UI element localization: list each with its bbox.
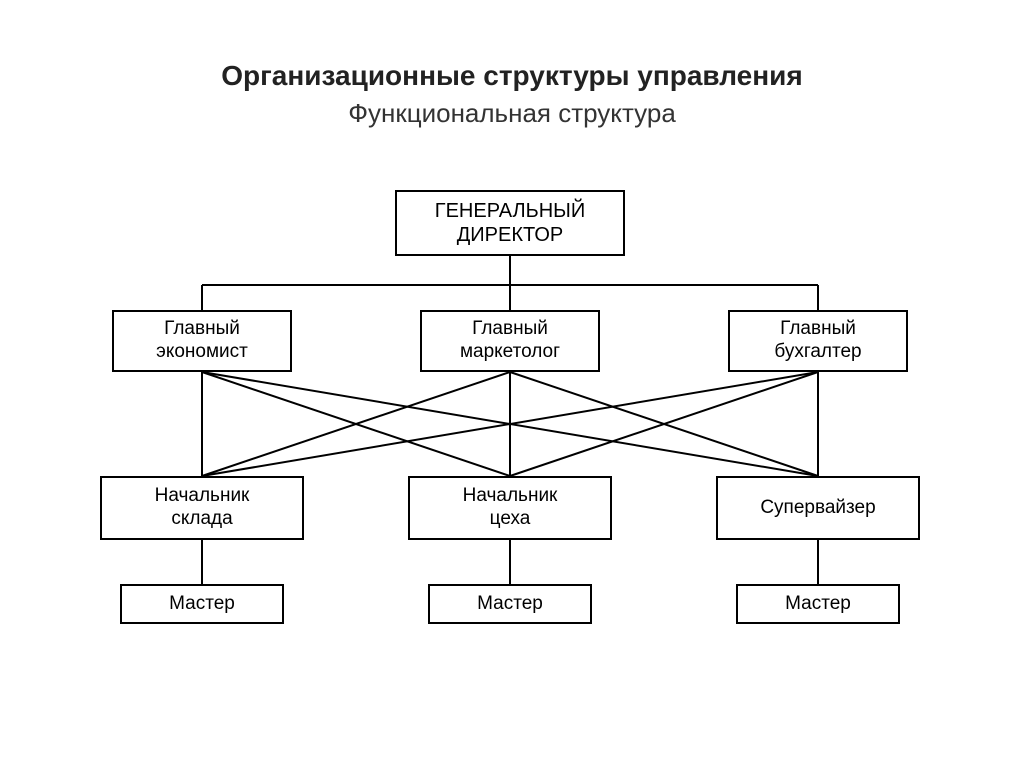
node-warehouse: Начальник склада (100, 476, 304, 540)
edge (202, 372, 510, 476)
diagram-title: Организационные структуры управления (0, 60, 1024, 92)
node-supervisor: Супервайзер (716, 476, 920, 540)
edge (510, 372, 818, 476)
diagram-canvas: Организационные структуры управления Фун… (0, 0, 1024, 767)
edge (510, 372, 818, 476)
edge (202, 372, 818, 476)
node-master-1: Мастер (120, 584, 284, 624)
node-economist: Главный экономист (112, 310, 292, 372)
edge (202, 372, 510, 476)
node-master-3: Мастер (736, 584, 900, 624)
node-master-2: Мастер (428, 584, 592, 624)
edge (202, 372, 818, 476)
node-director: ГЕНЕРАЛЬНЫЙ ДИРЕКТОР (395, 190, 625, 256)
node-workshop: Начальник цеха (408, 476, 612, 540)
diagram-subtitle: Функциональная структура (0, 98, 1024, 129)
node-marketer: Главный маркетолог (420, 310, 600, 372)
node-accountant: Главный бухгалтер (728, 310, 908, 372)
